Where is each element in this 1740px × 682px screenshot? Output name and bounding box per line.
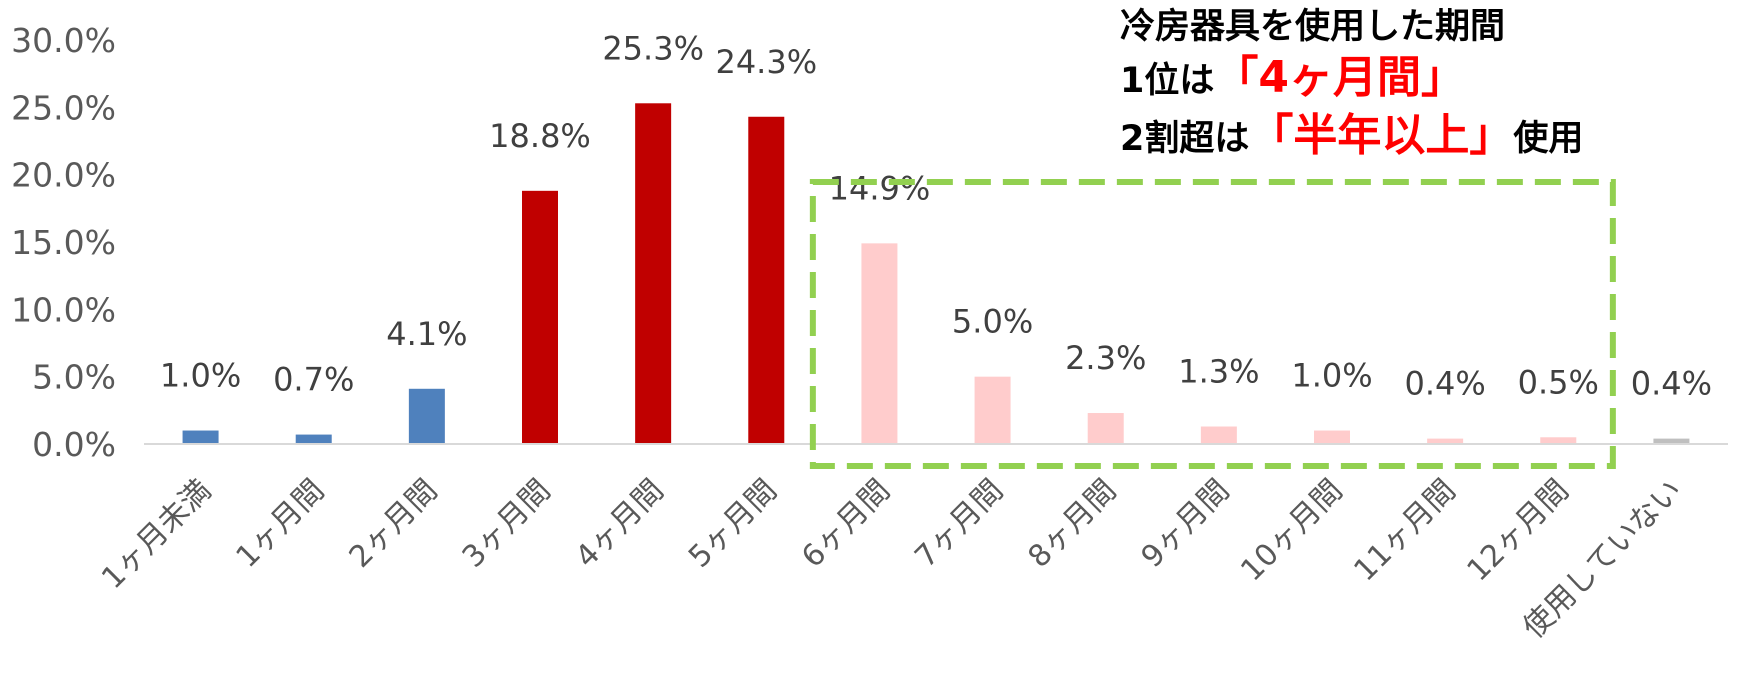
bar [295,434,332,444]
data-label: 0.5% [1518,363,1599,401]
bar [1200,426,1237,444]
data-label: 4.1% [386,315,467,353]
data-label: 24.3% [715,43,817,81]
x-tick-label: 12ヶ月間 [1461,473,1576,588]
data-labels: 1.0% 0.7% 4.1% 18.8% 25.3% 24.3% 14.9% 5.0% 2.3%… [160,29,1712,402]
data-label: 0.4% [1631,365,1712,403]
data-label: 0.4% [1404,365,1485,403]
x-tick-label: 1ヶ月未満 [95,473,218,596]
x-tick-label: 7ヶ月間 [908,473,1010,575]
bar [635,103,672,444]
y-tick-label: 15.0% [11,223,116,262]
y-tick-label: 20.0% [11,156,116,195]
x-tick-label: 5ヶ月間 [682,473,784,575]
callout-line-1: 冷房器具を使用した期間 [1120,10,1505,45]
x-tick-label: 4ヶ月間 [569,473,671,575]
data-label: 2.3% [1065,339,1146,377]
x-tick-label: 6ヶ月間 [795,473,897,575]
bar [408,388,445,444]
callout-line-3-prefix: 2割超は [1120,119,1250,159]
bar [1314,430,1350,444]
callout-line-3: 2割超は「半年以上」使用 [1120,114,1583,158]
x-tick-label: 8ヶ月間 [1021,473,1123,575]
data-label: 1.0% [160,357,241,395]
highlight-box [809,179,1616,469]
bar [1087,413,1124,444]
y-tick-label: 5.0% [32,358,116,397]
data-label: 25.3% [602,29,704,67]
bar [1653,438,1690,444]
y-tick-label: 10.0% [11,290,116,329]
y-tick-label: 25.0% [11,88,116,127]
data-label: 1.3% [1178,352,1259,390]
x-tick-label: 11ヶ月間 [1347,473,1462,588]
bar [861,243,898,444]
y-axis: 0.0% 5.0% 10.0% 15.0% 20.0% 25.0% 30.0% [11,21,116,464]
bar [182,430,219,444]
x-tick-label: 3ヶ月間 [456,473,558,575]
x-tick-label: 9ヶ月間 [1135,473,1237,575]
data-label: 18.8% [489,117,591,155]
callout-line-2-highlight: 「4ヶ月間」 [1214,52,1465,103]
bar [974,376,1011,444]
y-tick-label: 0.0% [32,425,116,464]
data-label: 14.9% [829,169,931,207]
x-tick-label: 1ヶ月間 [229,473,331,575]
callout-line-2: 1位は「4ヶ月間」 [1120,56,1465,100]
callout-line-1-text: 冷房器具を使用した期間 [1120,7,1506,47]
bar [522,190,558,444]
bar [748,116,785,444]
callout-line-3-suffix: 使用 [1513,119,1584,159]
data-label: 1.0% [1291,357,1372,395]
callout-line-3-highlight: 「半年以上」 [1249,110,1514,161]
bar [1540,437,1577,444]
callout-line-2-prefix: 1位は [1120,61,1215,101]
x-axis: 1ヶ月未満 1ヶ月間 2ヶ月間 3ヶ月間 4ヶ月間 5ヶ月間 6ヶ月間 7ヶ月間 8ヶ月間 9ヶ月… [95,473,1689,646]
x-tick-label: 10ヶ月間 [1234,473,1349,588]
data-label: 0.7% [273,361,354,399]
x-tick-label: 2ヶ月間 [343,473,445,575]
bars [182,103,1690,444]
data-label: 5.0% [952,303,1033,341]
y-tick-label: 30.0% [11,21,116,60]
bar [1427,438,1464,444]
